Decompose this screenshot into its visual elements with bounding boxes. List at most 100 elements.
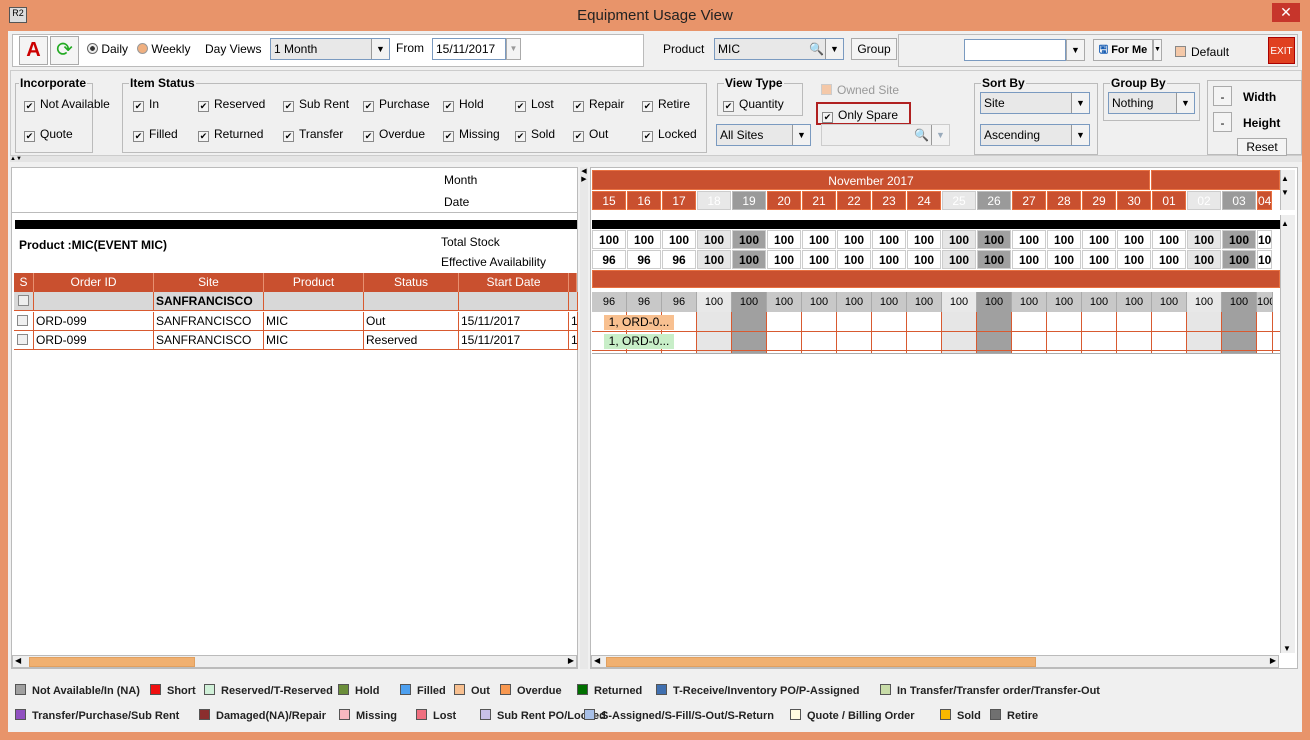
site-availability-cell: 100 [977, 292, 1012, 312]
site-availability-cell: 100 [767, 292, 802, 312]
quote-checkbox[interactable]: ✔ Quote [24, 127, 73, 142]
right-horizontal-scrollbar[interactable]: ◀ ▶ [591, 655, 1279, 668]
legend-label: Damaged(NA)/Repair [216, 710, 327, 722]
column-header-product[interactable]: Product [264, 273, 364, 292]
column-header-start-date[interactable]: Start Date [459, 273, 569, 292]
width-minus-button[interactable]: - [1213, 86, 1232, 106]
splitter-handle[interactable]: ▲▼ [10, 156, 1302, 162]
refresh-icon[interactable]: ⟳ [50, 36, 79, 65]
table-cell: 1 [569, 331, 578, 350]
checkbox-label: Repair [589, 97, 625, 111]
group-button[interactable]: Group [851, 38, 897, 60]
status-checkbox-retire[interactable]: ✔ Retire [642, 97, 691, 112]
left-horizontal-scrollbar[interactable]: ◀ ▶ [12, 655, 577, 668]
group-by-select[interactable]: Nothing ▼ [1108, 92, 1195, 114]
status-checkbox-sub-rent[interactable]: ✔ Sub Rent [283, 97, 350, 112]
weekly-radio[interactable]: Weekly [137, 42, 190, 56]
search-icon[interactable]: 🔍 [809, 42, 824, 56]
booking-day-column [627, 312, 662, 353]
checkbox-label: Quote [40, 127, 73, 141]
day-header-19: 19 [732, 191, 766, 210]
status-checkbox-reserved[interactable]: ✔ Reserved [198, 97, 266, 112]
checkbox-label: Purchase [379, 97, 430, 111]
day-header-22: 22 [837, 191, 871, 210]
header-vertical-scrollbar[interactable]: ▲ ▼ [1280, 170, 1295, 210]
status-checkbox-locked[interactable]: ✔ Locked [642, 127, 697, 142]
spare-site-select[interactable]: 🔍 ▼ [821, 124, 950, 146]
status-checkbox-lost[interactable]: ✔ Lost [515, 97, 554, 112]
reset-button[interactable]: Reset [1237, 138, 1287, 156]
date-picker-icon[interactable]: ▼ [506, 38, 521, 60]
font-color-icon[interactable]: A [19, 36, 48, 65]
booking-bar[interactable]: 1, ORD-0... [604, 315, 674, 330]
status-checkbox-hold[interactable]: ✔ Hold [443, 97, 484, 112]
close-icon[interactable]: ✕ [1272, 3, 1300, 22]
legend-swatch [339, 709, 350, 720]
booking-bar[interactable]: 1, ORD-0... [604, 334, 674, 349]
default-checkbox[interactable]: Default [1175, 45, 1229, 59]
row-divider [592, 350, 1280, 351]
legend-label: T-Receive/Inventory PO/P-Assigned [673, 685, 860, 697]
row-select-checkbox[interactable] [14, 331, 34, 350]
from-date-input[interactable]: 15/11/2017 [432, 38, 506, 60]
weekly-label: Weekly [151, 42, 191, 56]
status-checkbox-in[interactable]: ✔ In [133, 97, 160, 112]
right-vertical-scrollbar[interactable]: ▲ ▼ [1280, 215, 1295, 653]
save-icon: 🖫 [1098, 44, 1109, 56]
scroll-left-icon[interactable]: ◀ [15, 656, 22, 665]
status-checkbox-out[interactable]: ✔ Out [573, 127, 609, 142]
total-stock-cell: 100 [732, 230, 766, 249]
quantity-checkbox[interactable]: ✔ Quantity [723, 97, 784, 112]
sort-field-select[interactable]: Site ▼ [980, 92, 1090, 114]
column-header-status[interactable]: Status [364, 273, 459, 292]
status-checkbox-purchase[interactable]: ✔ Purchase [363, 97, 430, 112]
product-select[interactable]: MIC 🔍 ▼ [714, 38, 844, 60]
preset-select[interactable] [964, 39, 1066, 61]
chevron-down-icon[interactable]: ▼ [1066, 39, 1085, 61]
status-checkbox-repair[interactable]: ✔ Repair [573, 97, 625, 112]
scroll-right-icon[interactable]: ▶ [1269, 656, 1276, 665]
daily-radio[interactable]: Daily [87, 42, 128, 56]
sites-select[interactable]: All Sites ▼ [716, 124, 811, 146]
height-label: Height [1243, 116, 1281, 130]
status-checkbox-filled[interactable]: ✔ Filled [133, 127, 178, 142]
checkbox-label: Overdue [379, 127, 426, 141]
height-minus-button[interactable]: - [1213, 112, 1232, 132]
legend-swatch [400, 684, 411, 695]
column-header[interactable] [569, 273, 577, 292]
title-bar: R2 Equipment Usage View ✕ [0, 0, 1310, 31]
booking-day-column [592, 312, 627, 353]
booking-day-column [1082, 312, 1117, 353]
legend-item: S-Assigned/S-Fill/S-Out/S-Return [584, 709, 774, 722]
legend-item: Retire [990, 709, 1038, 722]
chevron-down-icon[interactable]: ▼ [1153, 39, 1162, 61]
status-checkbox-transfer[interactable]: ✔ Transfer [283, 127, 344, 142]
legend-item: Filled [400, 684, 446, 697]
scroll-right-icon[interactable]: ▶ [567, 656, 574, 665]
booking-day-column [1152, 312, 1187, 353]
column-header-s[interactable]: S [14, 273, 34, 292]
status-checkbox-missing[interactable]: ✔ Missing [443, 127, 500, 142]
column-header-site[interactable]: Site [154, 273, 264, 292]
vertical-splitter[interactable]: ◀ ▶ [580, 167, 588, 669]
status-checkbox-returned[interactable]: ✔ Returned [198, 127, 264, 142]
not-available-checkbox[interactable]: ✔ Not Available [24, 97, 110, 112]
checkbox-label: Not Available [40, 97, 110, 111]
status-checkbox-sold[interactable]: ✔ Sold [515, 127, 556, 142]
exit-button[interactable]: EXIT [1268, 37, 1295, 64]
day-header-03: 03 [1222, 191, 1256, 210]
booking-day-column [977, 312, 1012, 353]
column-header-order-id[interactable]: Order ID [34, 273, 154, 292]
booking-day-column [767, 312, 802, 353]
sort-order-select[interactable]: Ascending ▼ [980, 124, 1090, 146]
scroll-left-icon[interactable]: ◀ [594, 656, 601, 665]
save-for-me-button[interactable]: 🖫 For Me [1093, 39, 1153, 61]
total-stock-cell: 100 [942, 230, 976, 249]
status-checkbox-overdue[interactable]: ✔ Overdue [363, 127, 426, 142]
row-select-checkbox[interactable] [14, 312, 34, 331]
legend-item: Sub Rent PO/Locked [480, 709, 606, 722]
owned-site-checkbox[interactable]: Owned Site [821, 83, 899, 97]
chevron-down-icon: ▼ [1176, 93, 1194, 113]
day-views-select[interactable]: 1 Month ▼ [270, 38, 390, 60]
only-spare-checkbox[interactable]: ✔ Only Spare [822, 108, 899, 123]
